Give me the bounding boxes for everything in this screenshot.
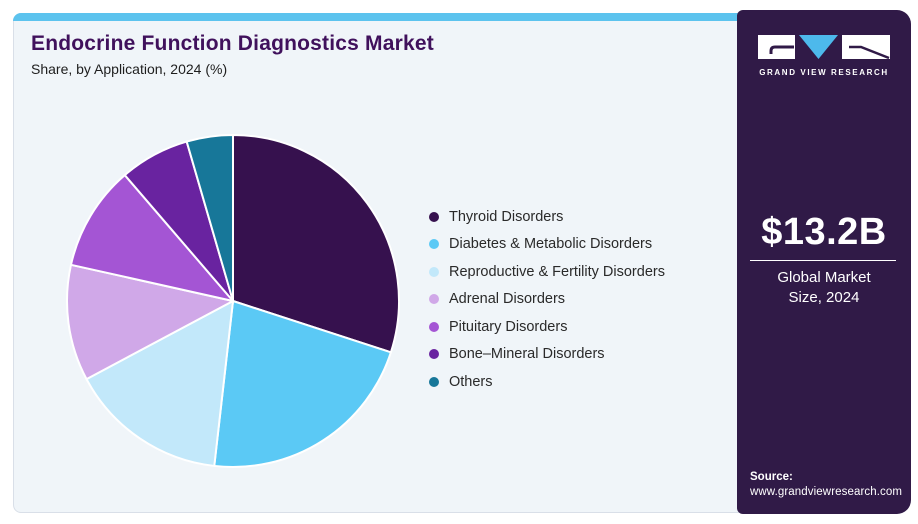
legend-label: Diabetes & Metabolic Disorders xyxy=(449,236,653,253)
logo-v-triangle-icon xyxy=(799,35,838,59)
legend-label: Bone–Mineral Disorders xyxy=(449,346,605,363)
legend-color-dot-icon xyxy=(429,211,439,222)
page-subtitle: Share, by Application, 2024 (%) xyxy=(31,61,228,77)
sidebar-divider xyxy=(750,260,896,261)
pie-chart-container xyxy=(63,131,403,471)
pie-slice-reproductive-fertility-disorders xyxy=(85,300,234,467)
legend-color-dot-icon xyxy=(429,321,439,332)
legend-item: Diabetes & Metabolic Disorders xyxy=(429,231,665,259)
logo-r-glyph xyxy=(849,45,890,60)
legend-item: Reproductive & Fertility Disorders xyxy=(429,258,665,286)
source-block: Source: www.grandviewresearch.com xyxy=(750,471,902,498)
chart-card: Endocrine Function Diagnostics Market Sh… xyxy=(13,13,745,513)
legend-color-dot-icon xyxy=(429,349,439,360)
top-accent-bar xyxy=(13,13,739,21)
market-size-value: $13.2B xyxy=(761,211,887,253)
brand-name: GRAND VIEW RESEARCH xyxy=(759,68,889,77)
brand-sidebar: GRAND VIEW RESEARCH $13.2B Global Market… xyxy=(737,10,911,514)
source-url-link[interactable]: www.grandviewresearch.com xyxy=(750,486,903,498)
legend-color-dot-icon xyxy=(429,376,439,387)
legend-label: Pituitary Disorders xyxy=(449,318,568,335)
pie-slice-adrenal-disorders xyxy=(66,263,234,381)
legend-item: Bone–Mineral Disorders xyxy=(429,341,665,369)
legend-label: Thyroid Disorders xyxy=(449,208,564,225)
legend-color-dot-icon xyxy=(429,266,439,277)
pie-slice-pituitary-disorders xyxy=(70,174,234,302)
pie-slice-others xyxy=(185,134,234,302)
legend-item: Others xyxy=(429,368,665,396)
legend-item: Adrenal Disorders xyxy=(429,286,665,314)
legend-label: Reproductive & Fertility Disorders xyxy=(449,263,665,280)
pie-slice-thyroid-disorders xyxy=(232,134,401,354)
legend-color-dot-icon xyxy=(429,294,439,305)
pie-chart xyxy=(66,134,401,468)
grand-view-research-logo-icon xyxy=(758,35,890,60)
legend-label: Adrenal Disorders xyxy=(449,291,566,308)
legend-color-dot-icon xyxy=(429,239,439,250)
legend-item: Pituitary Disorders xyxy=(429,313,665,341)
legend-item: Thyroid Disorders xyxy=(429,203,665,231)
source-label: Source: xyxy=(750,471,793,483)
pie-slice-diabetes-metabolic-disorders xyxy=(213,300,392,468)
legend-label: Others xyxy=(449,373,493,390)
market-size-label: Global Market Size, 2024 xyxy=(777,269,871,306)
chart-legend: Thyroid Disorders Diabetes & Metabolic Di… xyxy=(429,203,665,396)
page-title: Endocrine Function Diagnostics Market xyxy=(31,32,434,55)
logo-g-glyph xyxy=(769,45,794,54)
